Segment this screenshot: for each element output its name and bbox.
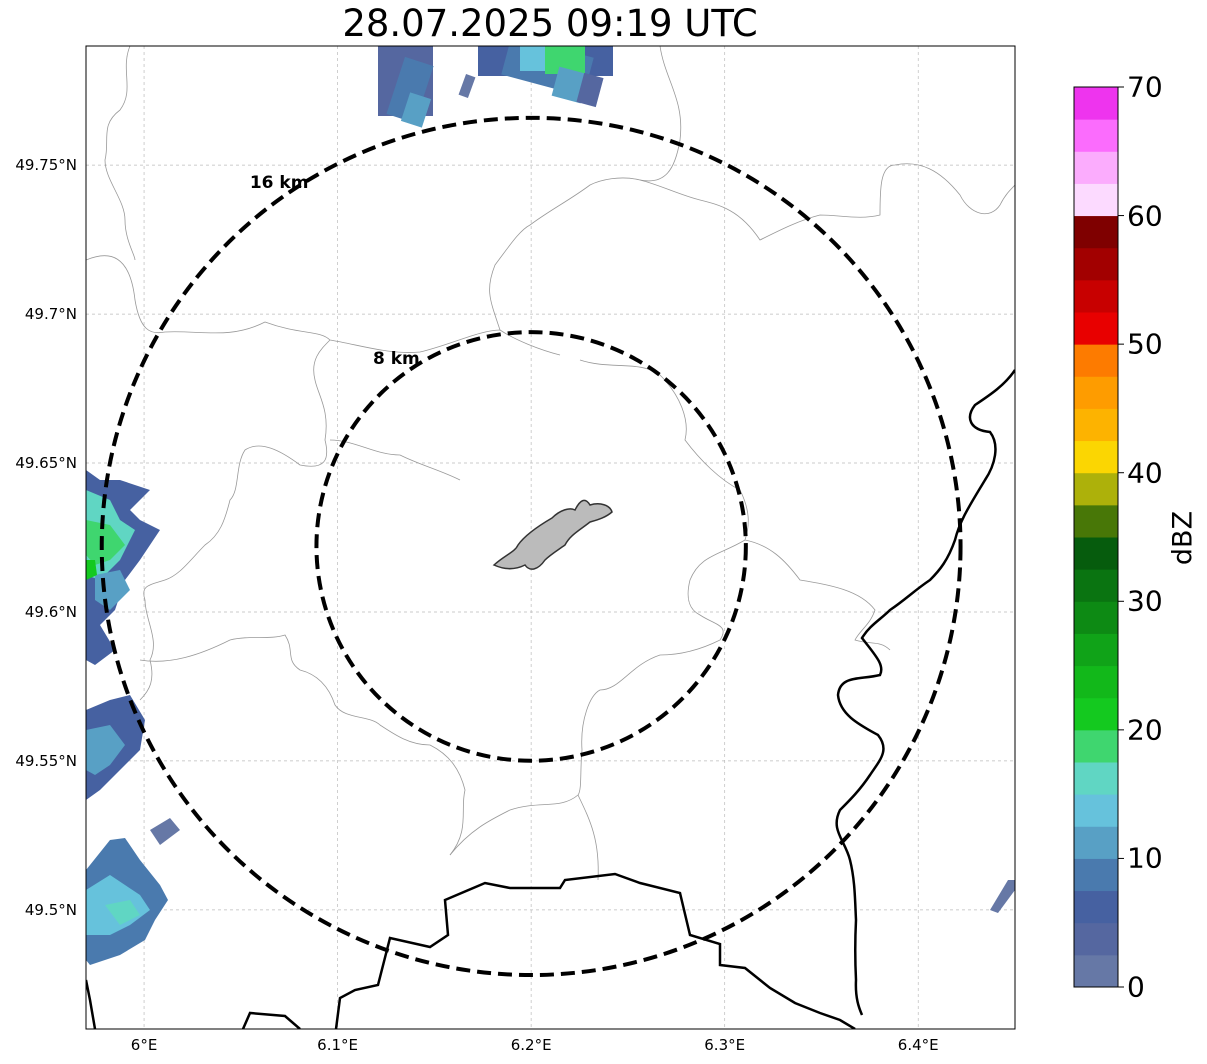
- colorbar-tick-label: 20: [1127, 713, 1163, 747]
- colorbar-segment: [1074, 472, 1118, 506]
- colorbar-segment: [1074, 954, 1118, 988]
- range-ring-label: 8 km: [372, 348, 420, 369]
- colorbar-segment: [1074, 633, 1118, 667]
- colorbar-segment: [1074, 312, 1118, 345]
- echo-cell-west-middle: [86, 695, 180, 845]
- colorbar-segment: [1074, 826, 1118, 859]
- colorbar-tick-label: 50: [1127, 327, 1163, 361]
- range-ring: [99, 115, 963, 978]
- colorbar-label: dBZ: [1167, 510, 1199, 566]
- colorbar-segment: [1074, 119, 1118, 152]
- colorbar-tick-label: 30: [1127, 584, 1163, 618]
- colorbar-segment: [1074, 729, 1118, 763]
- latitude-tick-label: 49.6°N: [24, 602, 77, 621]
- colorbar-tick-label: 70: [1127, 70, 1163, 104]
- colorbar-tick-label: 40: [1127, 456, 1163, 490]
- radar-echoes: [86, 46, 1015, 965]
- colorbar-segment: [1074, 376, 1118, 409]
- colorbar-segment: [1074, 601, 1118, 634]
- colorbar-frame: [1073, 86, 1119, 988]
- colorbar-tick-label: 60: [1127, 199, 1163, 233]
- longitude-tick-label: 6.3°E: [704, 1036, 746, 1054]
- colorbar-segment: [1074, 762, 1118, 795]
- colorbar-segment: [1074, 504, 1118, 538]
- latitude-tick-label: 49.7°N: [24, 305, 77, 324]
- longitude-tick-label: 6.1°E: [317, 1036, 359, 1054]
- colorbar-segment: [1074, 344, 1118, 377]
- echo-cell-east: [990, 880, 1015, 913]
- range-ring: [314, 330, 748, 763]
- colorbar-segment: [1074, 151, 1118, 184]
- colorbar-tick-label: 0: [1127, 970, 1145, 1004]
- longitude-tick-label: 6.2°E: [510, 1036, 552, 1054]
- colorbar-segment: [1074, 794, 1118, 827]
- colorbar-segment: [1074, 537, 1118, 570]
- range-ring-label: 16 km: [249, 173, 309, 194]
- colorbar: [1073, 86, 1124, 988]
- gridlines: [86, 46, 1015, 1029]
- range-rings: [99, 115, 963, 978]
- colorbar-segment: [1074, 890, 1118, 924]
- map-title: 28.07.2025 09:19 UTC: [342, 2, 758, 45]
- colorbar-segment: [1074, 183, 1118, 217]
- echo-cell-west-lower: [86, 838, 168, 965]
- colorbar-segment: [1074, 697, 1118, 731]
- colorbar-segment: [1074, 569, 1118, 602]
- city-area: [492, 499, 613, 570]
- colorbar-segment: [1074, 408, 1118, 442]
- longitude-tick-label: 6°E: [130, 1036, 158, 1054]
- colorbar-tick-label: 10: [1127, 841, 1163, 875]
- colorbar-segment: [1074, 87, 1118, 120]
- colorbar-segment: [1074, 665, 1118, 699]
- longitude-tick-label: 6.4°E: [897, 1036, 939, 1054]
- latitude-tick-label: 49.65°N: [15, 454, 77, 473]
- colorbar-segment: [1074, 215, 1118, 249]
- latitude-tick-label: 49.75°N: [15, 156, 77, 175]
- colorbar-segment: [1074, 247, 1118, 281]
- echo-cell-north: [378, 46, 613, 128]
- latitude-tick-label: 49.55°N: [15, 751, 77, 770]
- colorbar-segment: [1074, 922, 1118, 956]
- map-frame: [85, 45, 1016, 1030]
- colorbar-segment: [1074, 279, 1118, 313]
- colorbar-segment: [1074, 858, 1118, 892]
- echo-cell-west-upper: [86, 470, 160, 665]
- national-borders: [86, 369, 1015, 1029]
- latitude-tick-label: 49.5°N: [24, 900, 77, 919]
- colorbar-segment: [1074, 440, 1118, 474]
